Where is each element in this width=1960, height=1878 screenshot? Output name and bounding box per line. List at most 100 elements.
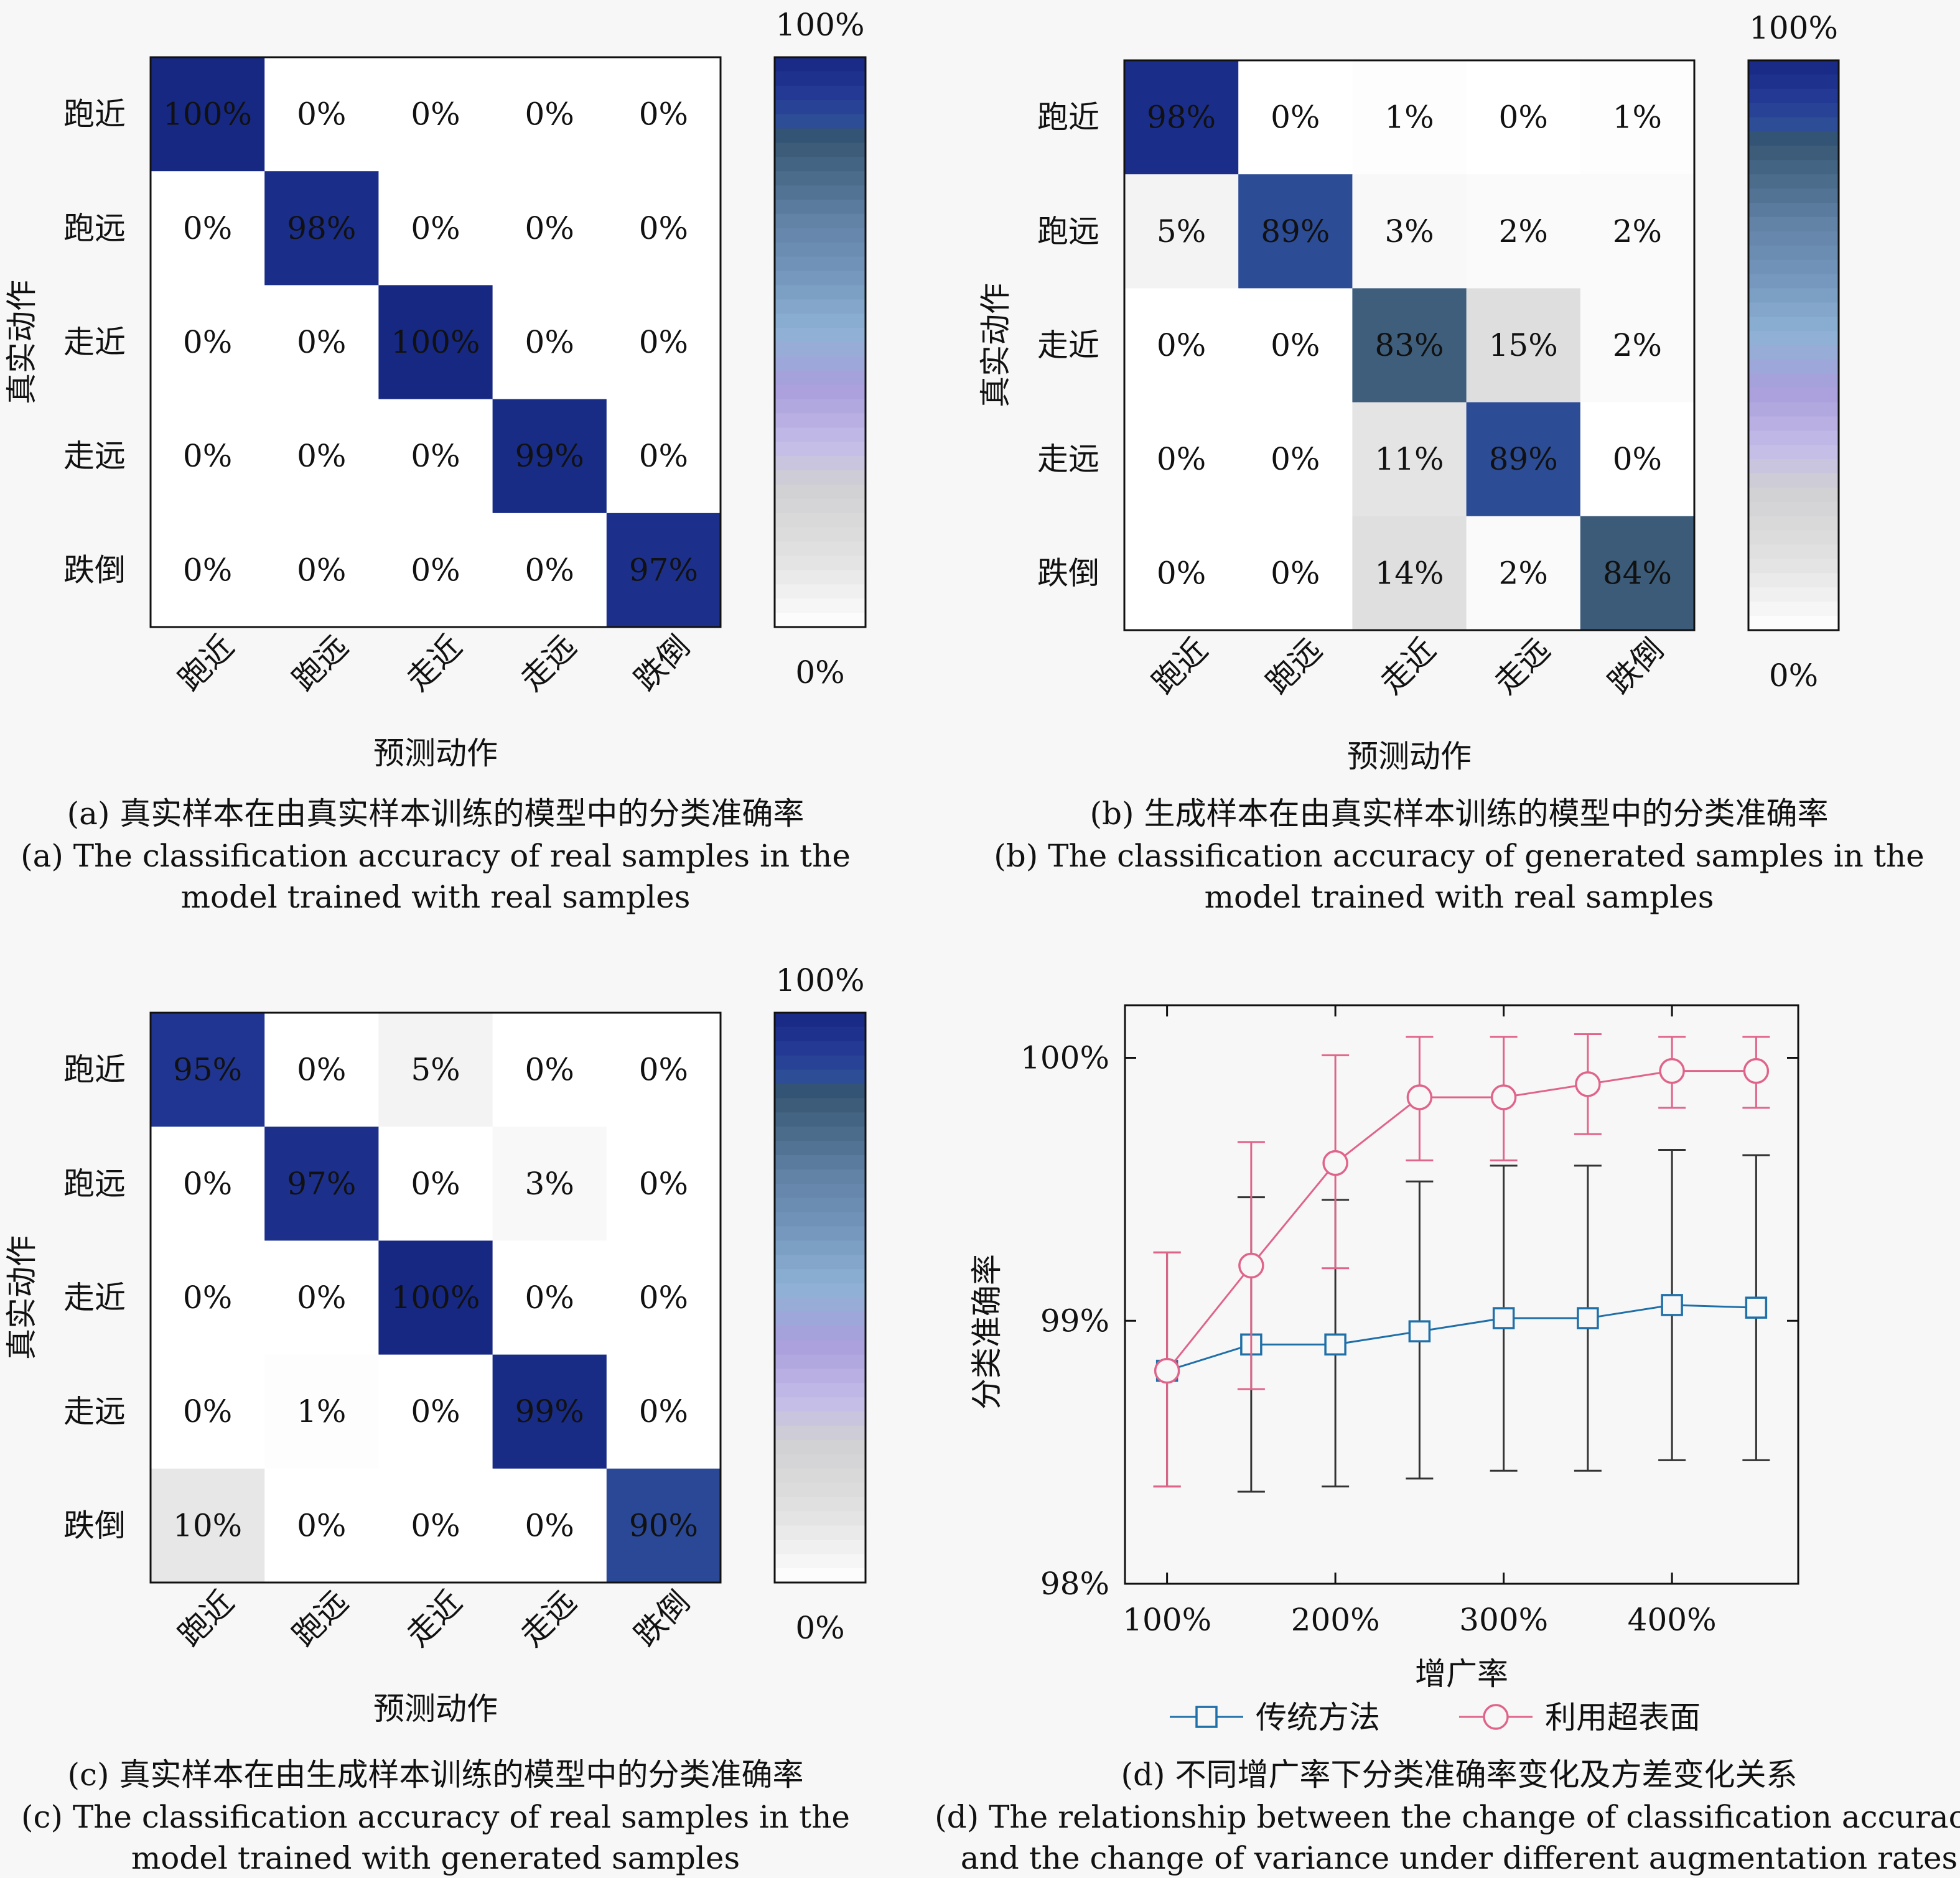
cell-value-label: 0% <box>639 210 688 246</box>
data-point-circle <box>1154 1357 1180 1384</box>
x-axis-title: 预测动作 <box>373 1691 498 1727</box>
colorbar-segment <box>775 85 866 101</box>
y-tick-label: 跑远 <box>63 210 126 246</box>
colorbar-segment <box>775 1411 866 1426</box>
colorbar-segment <box>775 1084 866 1099</box>
cell-value-label: 0% <box>1157 441 1206 477</box>
matrix-cell <box>378 1468 493 1583</box>
cell-value-label: 99% <box>515 1393 584 1429</box>
colorbar-segment <box>1748 103 1839 118</box>
caption-chinese: (b) 生成样本在由真实样本训练的模型中的分类准确率 <box>1090 796 1829 832</box>
matrix-frame <box>149 1011 722 1584</box>
cell-value-label: 0% <box>183 438 232 474</box>
matrix-cell <box>378 1013 493 1127</box>
x-axis-title: 预测动作 <box>1347 738 1472 774</box>
cell-value-label: 100% <box>163 96 252 132</box>
colorbar-frame <box>773 56 867 628</box>
colorbar-segment <box>775 213 866 229</box>
matrix-cell <box>378 1240 493 1355</box>
matrix-cell <box>151 399 265 514</box>
colorbar-segment <box>1748 473 1839 488</box>
cell-value-label: 0% <box>639 1393 688 1429</box>
cell-value-label: 2% <box>1613 213 1662 249</box>
cell-value-label: 0% <box>411 1507 460 1543</box>
legend-marker-circle <box>1483 1704 1509 1730</box>
cell-value-label: 0% <box>1271 441 1320 477</box>
data-point-circle <box>1743 1058 1770 1084</box>
colorbar-segment <box>775 1283 866 1298</box>
matrix-cell <box>378 57 493 172</box>
colorbar-segment <box>1748 188 1839 203</box>
colorbar-segment <box>775 1112 866 1127</box>
y-tick-label: 走近 <box>63 1280 126 1316</box>
matrix-cell <box>1238 174 1353 289</box>
plot-frame <box>1124 1004 1799 1585</box>
cell-value-label: 0% <box>639 438 688 474</box>
cell-value-label: 89% <box>1261 213 1330 249</box>
matrix-cell <box>151 171 265 286</box>
colorbar-segment <box>1748 616 1839 631</box>
matrix-cell <box>378 1127 493 1241</box>
matrix-cell <box>606 513 721 628</box>
matrix-cell <box>151 1240 265 1355</box>
matrix-cell <box>606 57 721 172</box>
cell-value-label: 0% <box>1613 441 1662 477</box>
colorbar-segment <box>1748 373 1839 389</box>
cell-value-label: 3% <box>525 1166 574 1202</box>
cell-value-label: 0% <box>297 96 346 132</box>
matrix-cell <box>606 1240 721 1355</box>
data-point-square <box>1324 1333 1346 1356</box>
matrix-cell <box>1466 402 1581 517</box>
matrix-cell <box>1466 516 1581 631</box>
cell-value-label: 84% <box>1603 555 1672 591</box>
y-tick-label: 跌倒 <box>63 552 126 588</box>
colorbar-segment <box>775 271 866 286</box>
colorbar-segment <box>775 342 866 357</box>
matrix-cell <box>1466 288 1581 403</box>
matrix-cell <box>1580 288 1695 403</box>
colorbar-segment <box>1748 459 1839 474</box>
matrix-cell <box>606 1468 721 1583</box>
colorbar-segment <box>775 1540 866 1555</box>
colorbar-segment <box>775 1197 866 1213</box>
cell-value-label: 0% <box>411 210 460 246</box>
colorbar-segment <box>775 613 866 628</box>
cell-value-label: 0% <box>639 1280 688 1316</box>
colorbar-segment <box>1748 488 1839 503</box>
matrix-cell <box>606 1013 721 1127</box>
colorbar-segment <box>1748 501 1839 517</box>
matrix-cell <box>1580 516 1695 631</box>
matrix-cell <box>492 399 607 514</box>
matrix-cell <box>151 1354 265 1469</box>
series-line <box>1166 1070 1757 1372</box>
cell-value-label: 100% <box>391 1280 480 1316</box>
cell-value-label: 0% <box>411 1393 460 1429</box>
colorbar-segment <box>775 384 866 400</box>
colorbar-segment <box>775 1269 866 1284</box>
x-tick-label: 100% <box>1122 1602 1211 1638</box>
data-point-square <box>1492 1307 1515 1329</box>
colorbar-segment <box>775 185 866 200</box>
matrix-cell <box>1238 402 1353 517</box>
colorbar-segment <box>775 1440 866 1455</box>
matrix-cell <box>1580 402 1695 517</box>
cell-value-label: 0% <box>297 552 346 588</box>
cell-value-label: 5% <box>411 1052 460 1088</box>
data-point-circle <box>1406 1084 1433 1110</box>
matrix-cell <box>1580 174 1695 289</box>
colorbar-max-label: 100% <box>776 7 865 43</box>
matrix-cell <box>1238 60 1353 175</box>
cell-value-label: 0% <box>183 552 232 588</box>
cell-value-label: 90% <box>629 1507 698 1543</box>
colorbar-min-label: 0% <box>795 654 844 690</box>
colorbar-segment <box>775 370 866 386</box>
plot-area <box>1125 1005 1798 1584</box>
matrix-cell <box>151 1468 265 1583</box>
colorbar-segment <box>1748 302 1839 317</box>
colorbar-segment <box>1748 203 1839 218</box>
cell-value-label: 2% <box>1613 327 1662 363</box>
matrix-cell <box>492 1013 607 1127</box>
cell-value-label: 0% <box>183 1393 232 1429</box>
colorbar-segment <box>775 128 866 143</box>
